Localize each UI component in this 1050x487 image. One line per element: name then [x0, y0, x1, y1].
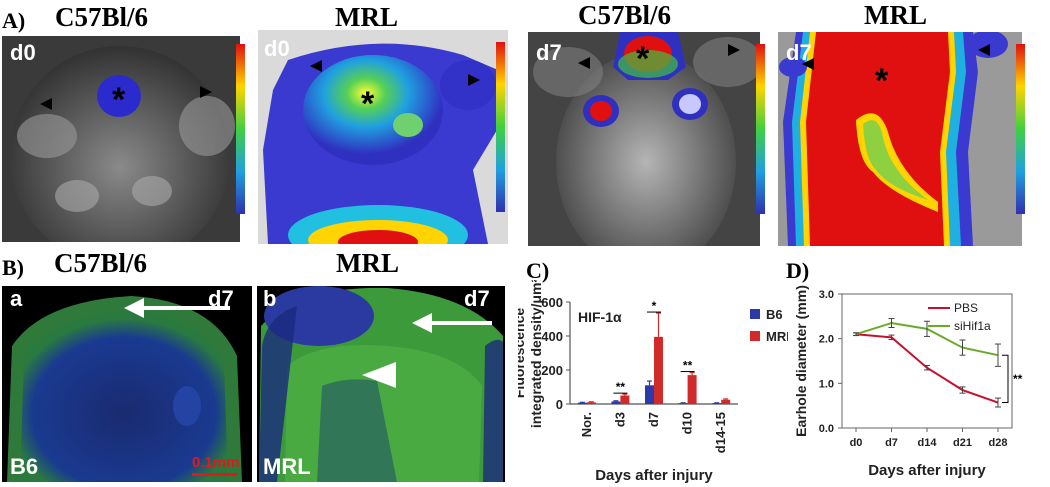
panel-a-title-4: MRL	[864, 0, 927, 30]
color-scale-bar	[1016, 44, 1025, 214]
significance-marker: **	[683, 359, 693, 373]
y-tick-label: 0	[556, 397, 563, 412]
injury-asterisk: *	[875, 62, 889, 100]
arrowhead-icon	[468, 74, 480, 86]
y-axis-label: Earhole diameter (mm)	[793, 285, 809, 437]
chart-c-bar: 0 200 400 600 Nor. d3 ** d7 * d10 ** d14-15 HIF-1α B6…	[518, 280, 788, 484]
subpanel-a-letter: a	[10, 286, 23, 311]
color-scale-bar	[236, 44, 245, 214]
x-tick-label: d14-15	[713, 412, 728, 453]
legend-swatch-b6	[750, 309, 760, 319]
histology-b6-image	[2, 286, 252, 482]
x-tick-label: Nor.	[579, 412, 594, 437]
x-tick-label: d7	[885, 437, 898, 449]
panel-b-title-2: MRL	[336, 248, 399, 278]
subpanel-b-day: d7	[464, 286, 490, 311]
injury-asterisk: *	[112, 81, 126, 119]
x-axis-label: Days after injury	[595, 467, 713, 484]
arrowhead-icon	[362, 362, 396, 388]
x-axis-label: Days after injury	[868, 462, 986, 479]
y-axis-label: Fluorescenceintegrated density/μm²	[518, 280, 544, 428]
chart-d-line: 0.0 1.0 2.0 3.0 d0 d7 d14 d21 d28 PBS siHif1a ** Ear…	[793, 285, 1023, 479]
bar-b6	[678, 403, 688, 404]
panel-a-title-1: C57Bl/6	[55, 2, 149, 32]
arrowhead-icon	[728, 44, 740, 56]
significance-marker: **	[616, 380, 626, 394]
arrowhead-icon	[200, 86, 212, 98]
significance-marker: **	[1013, 372, 1023, 386]
panel-a-letter: A)	[2, 8, 26, 33]
y-tick-label: 200	[541, 363, 563, 378]
bar-b6	[645, 385, 654, 404]
histology-mrl-image	[257, 286, 505, 482]
image-c57-d0: *	[2, 36, 240, 242]
panel-b-letter: B)	[2, 255, 24, 280]
y-tick-label: 2.0	[819, 334, 834, 346]
image-day-label-1: d0	[10, 40, 36, 65]
arrow-icon	[124, 298, 230, 318]
y-tick-label: 0.0	[819, 423, 834, 435]
x-tick-label: d3	[612, 412, 627, 427]
x-tick-label: d14	[918, 437, 938, 449]
y-tick-label: 3.0	[819, 289, 834, 301]
legend-swatch-mrl	[750, 331, 760, 341]
panel-b-title-1: C57Bl/6	[54, 248, 148, 278]
legend-label-sihif1a: siHif1a	[954, 319, 991, 333]
image-day-label-4: d7	[786, 40, 812, 65]
bar-mrl	[687, 375, 697, 404]
legend-label-pbs: PBS	[954, 301, 978, 315]
subpanel-b-letter: b	[263, 286, 277, 311]
arrowhead-icon	[978, 44, 990, 56]
bar-b6	[577, 402, 587, 404]
color-scale-bar	[496, 42, 505, 212]
x-tick-label: d0	[850, 437, 863, 449]
color-scale-bar	[756, 44, 765, 214]
arrowhead-icon	[40, 98, 52, 110]
panel-a-title-3: C57Bl/6	[578, 0, 672, 30]
panel-a-title-2: MRL	[335, 2, 398, 32]
panel-c-letter: C)	[526, 258, 550, 283]
arrowhead-icon	[802, 58, 814, 70]
x-tick-label: d7	[646, 412, 661, 427]
bar-mrl	[721, 399, 731, 404]
legend-label-b6: B6	[766, 307, 783, 322]
legend-label-mrl: MRL	[766, 329, 788, 344]
arrowhead-icon	[310, 60, 322, 72]
scale-bar-label: 0.1mm	[192, 454, 240, 471]
scale-bar	[192, 473, 238, 476]
x-tick-label: d28	[989, 437, 1008, 449]
image-mrl-d0: *	[258, 30, 508, 244]
image-c57-d7: *	[528, 32, 760, 246]
y-tick-label: 400	[541, 329, 563, 344]
bar-mrl	[586, 402, 596, 404]
bar-mrl	[620, 395, 630, 404]
significance-bracket	[1002, 354, 1009, 404]
injury-asterisk: *	[361, 85, 375, 123]
x-tick-label: d21	[953, 437, 972, 449]
bar-b6	[712, 403, 722, 404]
arrow-icon	[412, 313, 492, 333]
plot-frame	[841, 293, 1013, 429]
subpanel-b-strain: MRL	[263, 454, 311, 479]
arrowhead-icon	[578, 57, 590, 69]
panel-d-letter: D)	[786, 258, 810, 283]
x-tick-label: d10	[680, 412, 695, 434]
bar-mrl	[654, 336, 663, 404]
bar-b6	[611, 401, 621, 404]
image-mrl-d7: *	[778, 32, 1022, 246]
subpanel-a-strain: B6	[10, 454, 39, 479]
image-day-label-2: d0	[264, 36, 290, 61]
chart-inset-label: HIF-1α	[578, 309, 622, 325]
y-tick-label: 600	[541, 295, 563, 310]
image-day-label-3: d7	[536, 40, 562, 65]
y-tick-label: 1.0	[819, 378, 834, 390]
injury-asterisk: *	[636, 40, 650, 78]
significance-marker: *	[652, 299, 657, 313]
